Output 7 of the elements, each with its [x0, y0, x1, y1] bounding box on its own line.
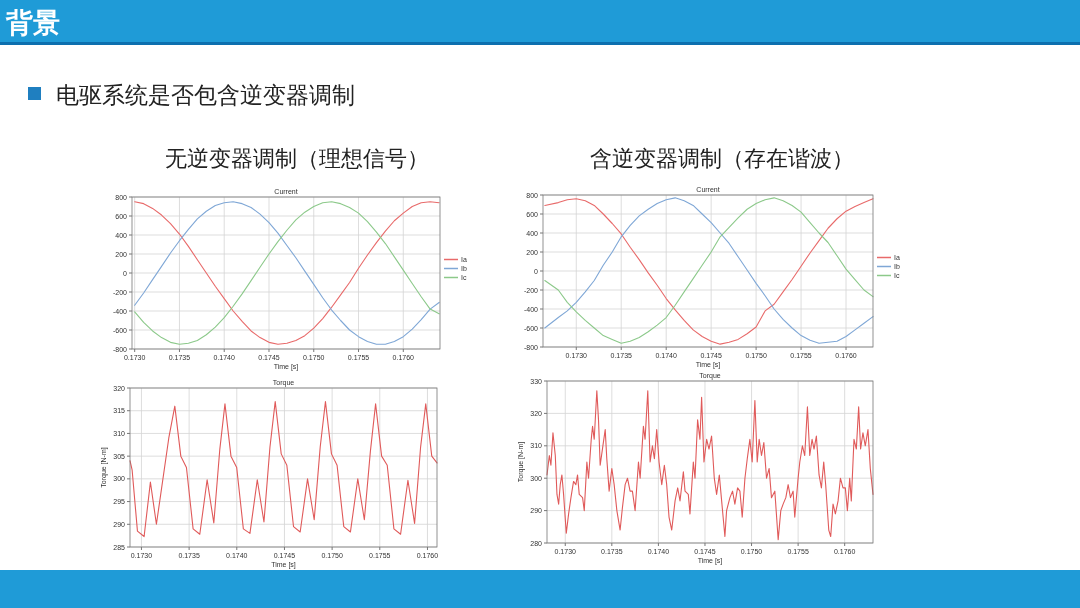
text: 背景	[5, 7, 60, 38]
text: 无逆变器调制（理想信号）	[165, 146, 429, 171]
text: 电驱系统是否包含逆变器调制	[56, 82, 355, 108]
text: 含逆变器调制（存在谐波）	[590, 146, 854, 171]
line-series	[129, 401, 438, 538]
line-series	[546, 390, 874, 541]
line-series	[134, 201, 440, 345]
